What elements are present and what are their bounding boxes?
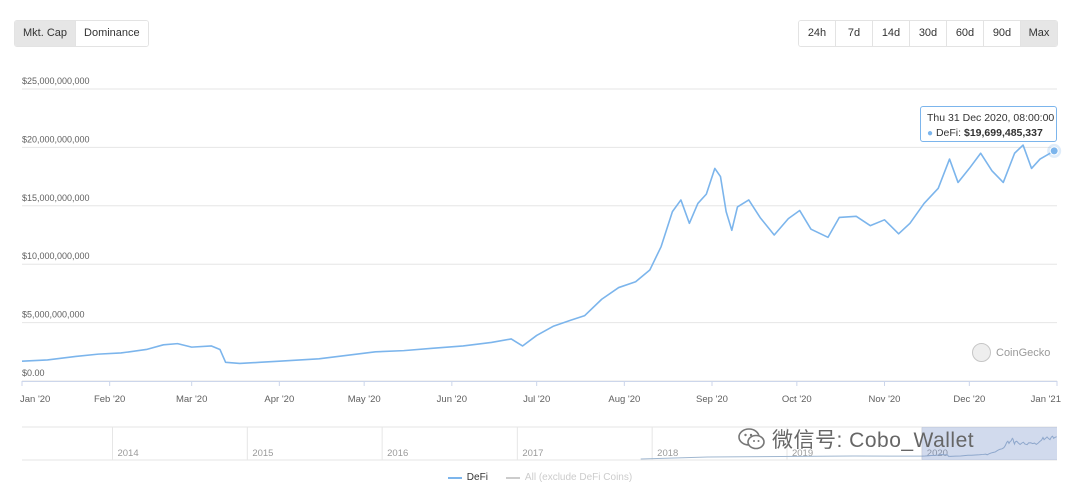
- navigator-year-label: 2014: [117, 448, 138, 459]
- navigator-year-label: 2017: [522, 448, 543, 459]
- x-tick-label: Jul '20: [523, 394, 550, 405]
- legend-defi-swatch-icon: [447, 476, 462, 479]
- legend-all-swatch-icon: [505, 476, 520, 479]
- navigator-year-label: 2016: [387, 448, 408, 459]
- chart-legend: DeFi All (exclude DeFi Coins): [0, 472, 1080, 483]
- x-tick-label: Jan '20: [20, 394, 50, 405]
- x-tick-label: Oct '20: [782, 394, 812, 405]
- tab-mkt-cap[interactable]: Mkt. Cap: [15, 21, 77, 46]
- x-tick-label: Feb '20: [94, 394, 125, 405]
- y-tick-label: $20,000,000,000: [22, 134, 90, 144]
- x-tick-label: Aug '20: [608, 394, 640, 405]
- y-tick-label: $25,000,000,000: [22, 76, 90, 86]
- chart-tooltip: Thu 31 Dec 2020, 08:00:00 ● DeFi: $19,69…: [920, 106, 1057, 142]
- wechat-watermark: 微信号: Cobo_Wallet: [738, 424, 974, 454]
- coingecko-watermark: CoinGecko: [972, 343, 1050, 362]
- legend-item-defi[interactable]: DeFi: [447, 472, 488, 483]
- x-tick-label: Mar '20: [176, 394, 207, 405]
- legend-item-all[interactable]: All (exclude DeFi Coins): [505, 472, 633, 483]
- watermark-label: CoinGecko: [996, 346, 1051, 359]
- range-30d-button[interactable]: 30d: [910, 21, 947, 46]
- tooltip-date: Thu 31 Dec 2020, 08:00:00: [927, 112, 1055, 124]
- range-60d-button[interactable]: 60d: [947, 21, 984, 46]
- tooltip-value: $19,699,485,337: [963, 127, 1043, 139]
- range-7d-button[interactable]: 7d: [836, 21, 873, 46]
- x-tick-label: May '20: [348, 394, 381, 405]
- tooltip-series-dot-icon: ●: [927, 128, 934, 139]
- defi-series-line: [21, 144, 1055, 365]
- y-tick-label: $0.00: [22, 368, 45, 378]
- metric-toggle: Mkt. Cap Dominance: [14, 20, 149, 47]
- tooltip-series-label: DeFi:: [935, 127, 962, 139]
- x-tick-label: Dec '20: [953, 394, 985, 405]
- range-14d-button[interactable]: 14d: [873, 21, 910, 46]
- y-tick-label: $15,000,000,000: [22, 193, 90, 203]
- x-tick-label: Jan '21: [1031, 394, 1061, 405]
- wechat-label: 微信号: Cobo_Wallet: [772, 429, 975, 452]
- wechat-icon: [738, 428, 765, 450]
- tab-dominance[interactable]: Dominance: [76, 21, 148, 46]
- legend-all-label: All (exclude DeFi Coins): [524, 472, 633, 483]
- navigator-series-line: [640, 435, 1057, 460]
- navigator-year-label: 2019: [792, 448, 813, 459]
- x-tick-label: Sep '20: [696, 394, 728, 405]
- range-selector: 24h 7d 14d 30d 60d 90d Max: [798, 20, 1058, 47]
- y-tick-label: $5,000,000,000: [22, 310, 85, 320]
- x-tick-label: Apr '20: [264, 394, 294, 405]
- range-24h-button[interactable]: 24h: [799, 21, 836, 46]
- navigator-year-label: 2018: [657, 448, 678, 459]
- coingecko-logo-icon: [972, 343, 991, 362]
- navigator-year-label: 2015: [252, 448, 273, 459]
- x-tick-label: Nov '20: [869, 394, 901, 405]
- navigator-selection: [921, 427, 1057, 460]
- y-tick-label: $10,000,000,000: [22, 251, 90, 261]
- range-90d-button[interactable]: 90d: [984, 21, 1021, 46]
- navigator-year-label: 2020: [927, 448, 948, 459]
- hover-marker: [1049, 146, 1059, 156]
- x-tick-label: Jun '20: [437, 394, 467, 405]
- range-max-button[interactable]: Max: [1021, 21, 1057, 46]
- legend-defi-label: DeFi: [466, 472, 488, 483]
